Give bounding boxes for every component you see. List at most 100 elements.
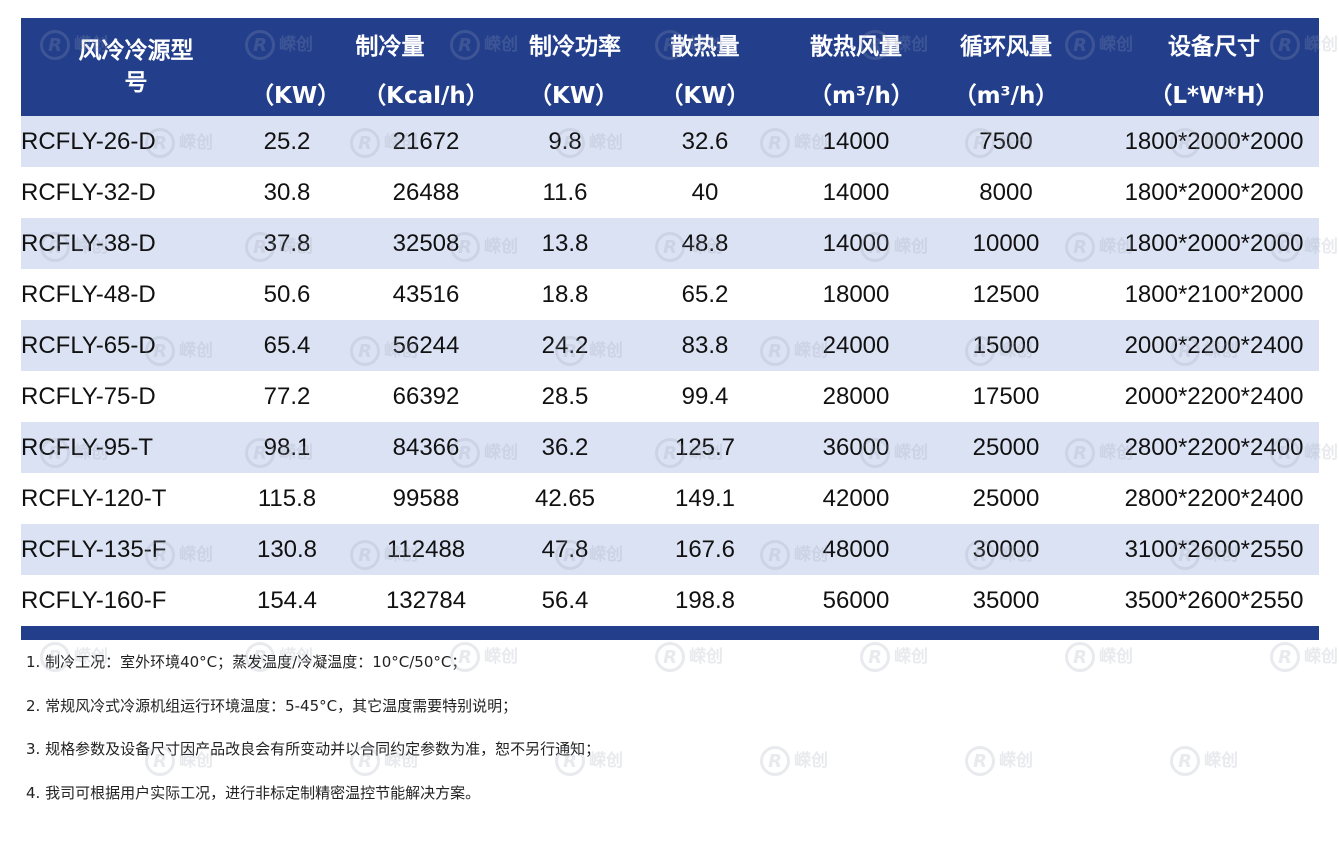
table-row: RCFLY-65-D 65.4 56244 24.2 83.8 24000 15000 200…	[21, 320, 1319, 371]
watermark-logo: R 嵘创	[965, 746, 1033, 776]
watermark-r-icon: R	[760, 746, 790, 776]
value-cell: 14000	[809, 218, 903, 269]
value-cell: 21672	[323, 116, 529, 167]
unit-kw: （KW）	[251, 70, 340, 116]
watermark-text: 嵘创	[1099, 647, 1133, 667]
watermark-logo: R 嵘创	[655, 642, 723, 672]
spec-table: 风冷冷源型号 制冷量 制冷功率 散热量 散热风量 循环风量 设备尺寸 （KW） …	[21, 18, 1319, 626]
value-cell: 65.2	[681, 280, 729, 308]
watermark-logo: R 嵘创	[1270, 642, 1338, 672]
header-model: 风冷冷源型号	[21, 18, 251, 116]
value-cell: 25000	[972, 484, 1040, 512]
table-row: RCFLY-32-D 30.8 26488 11.6 40 14000 8000 1800*2…	[21, 167, 1319, 218]
value-cell: 40	[691, 178, 719, 206]
note-1: 1. 制冷工况：室外环境40°C；蒸发温度/冷凝温度：10°C/50°C；	[26, 653, 467, 671]
value-cell: 7500	[903, 116, 1109, 167]
value-cell: 30000	[903, 524, 1109, 575]
value-cell: 25.2	[251, 116, 323, 167]
value-cell: 10000	[903, 218, 1109, 269]
note-4: 4. 我司可根据用户实际工况，进行非标定制精密温控节能解决方案。	[26, 783, 481, 802]
table-bottom-bar	[21, 626, 1319, 640]
header-cooling-capacity: 制冷量	[251, 18, 529, 70]
table-row: RCFLY-95-T 98.1 84366 36.2 125.7 36000 25000 28…	[21, 422, 1319, 473]
header-cooling-power: 制冷功率	[529, 18, 621, 70]
value-cell: 56000	[822, 586, 890, 614]
table-row: RCFLY-160-F 154.4 132784 56.4 198.8 56000 3500…	[21, 575, 1319, 626]
unit-kw: （KW）	[601, 70, 809, 116]
watermark-r-icon: R	[655, 642, 685, 672]
watermark-logo: R 嵘创	[760, 746, 828, 776]
value-cell: 14000	[809, 116, 903, 167]
value-cell: 125.7	[601, 422, 809, 473]
value-cell: 15000	[903, 320, 1109, 371]
watermark-r-icon: R	[1270, 642, 1300, 672]
value-cell: 2000*2200*2400	[1109, 320, 1319, 371]
header-dimensions: 设备尺寸	[1109, 18, 1319, 70]
value-cell: 35000	[972, 586, 1040, 614]
model-cell: RCFLY-32-D	[21, 178, 156, 206]
value-cell: 13.8	[529, 218, 601, 269]
value-cell: 132784	[385, 586, 467, 614]
unit-m3h: （m³/h）	[903, 70, 1109, 116]
value-cell: 56244	[323, 320, 529, 371]
value-cell: 115.8	[257, 484, 317, 512]
value-cell: 24.2	[529, 320, 601, 371]
value-cell: 130.8	[251, 524, 323, 575]
value-cell: 1800*2000*2000	[1109, 116, 1319, 167]
value-cell: 12500	[972, 280, 1040, 308]
value-cell: 77.2	[263, 382, 311, 410]
model-cell: RCFLY-26-D	[21, 116, 251, 167]
value-cell: 48000	[809, 524, 903, 575]
watermark-logo: R 嵘创	[1065, 642, 1133, 672]
value-cell: 56.4	[541, 586, 589, 614]
header-heat-airflow: 散热风量	[809, 18, 903, 70]
value-cell: 1800*2100*2000	[1124, 280, 1304, 308]
value-cell: 50.6	[263, 280, 311, 308]
value-cell: 65.4	[251, 320, 323, 371]
model-cell: RCFLY-120-T	[21, 484, 167, 512]
value-cell: 2800*2200*2400	[1124, 484, 1304, 512]
table-row: RCFLY-120-T 115.8 99588 42.65 149.1 42000 2500…	[21, 473, 1319, 524]
value-cell: 48.8	[601, 218, 809, 269]
value-cell: 112488	[323, 524, 529, 575]
model-cell: RCFLY-160-F	[21, 586, 167, 614]
watermark-text: 嵘创	[794, 751, 828, 771]
watermark-logo: R 嵘创	[1170, 746, 1238, 776]
table-row: RCFLY-48-D 50.6 43516 18.8 65.2 18000 12500 180…	[21, 269, 1319, 320]
value-cell: 26488	[392, 178, 460, 206]
value-cell: 99.4	[681, 382, 729, 410]
watermark-text: 嵘创	[999, 751, 1033, 771]
watermark-r-icon: R	[860, 642, 890, 672]
value-cell: 32508	[323, 218, 529, 269]
value-cell: 18.8	[541, 280, 589, 308]
value-cell: 198.8	[674, 586, 736, 614]
unit-kcal: （Kcal/h）	[323, 70, 529, 116]
value-cell: 66392	[392, 382, 460, 410]
watermark-r-icon: R	[1065, 642, 1095, 672]
value-cell: 84366	[323, 422, 529, 473]
value-cell: 8000	[979, 178, 1033, 206]
value-cell: 2000*2200*2400	[1124, 382, 1304, 410]
watermark-r-icon: R	[965, 746, 995, 776]
value-cell: 28.5	[541, 382, 589, 410]
value-cell: 47.8	[529, 524, 601, 575]
value-cell: 24000	[809, 320, 903, 371]
model-cell: RCFLY-48-D	[21, 280, 156, 308]
watermark-text: 嵘创	[689, 647, 723, 667]
model-cell: RCFLY-38-D	[21, 218, 251, 269]
value-cell: 37.8	[251, 218, 323, 269]
notes: 1. 制冷工况：室外环境40°C；蒸发温度/冷凝温度：10°C/50°C； 2.…	[26, 654, 600, 828]
value-cell: 167.6	[601, 524, 809, 575]
note-3: 3. 规格参数及设备尺寸因产品改良会有所变动并以合同约定参数为准，恕不另行通知；	[26, 740, 601, 758]
note-2: 2. 常规风冷式冷源机组运行环境温度：5-45°C，其它温度需要特别说明；	[26, 696, 518, 715]
model-cell: RCFLY-75-D	[21, 382, 156, 410]
value-cell: 2800*2200*2400	[1109, 422, 1319, 473]
value-cell: 83.8	[601, 320, 809, 371]
unit-m3h: （m³/h）	[809, 70, 914, 116]
value-cell: 18000	[822, 280, 890, 308]
watermark-text: 嵘创	[1204, 751, 1238, 771]
value-cell: 11.6	[542, 178, 588, 206]
model-cell: RCFLY-65-D	[21, 320, 251, 371]
spec-table-wrap: 风冷冷源型号 制冷量 制冷功率 散热量 散热风量 循环风量 设备尺寸 （KW） …	[21, 18, 1319, 640]
table-row: RCFLY-135-F 130.8 112488 47.8 167.6 48000 3000…	[21, 524, 1319, 575]
